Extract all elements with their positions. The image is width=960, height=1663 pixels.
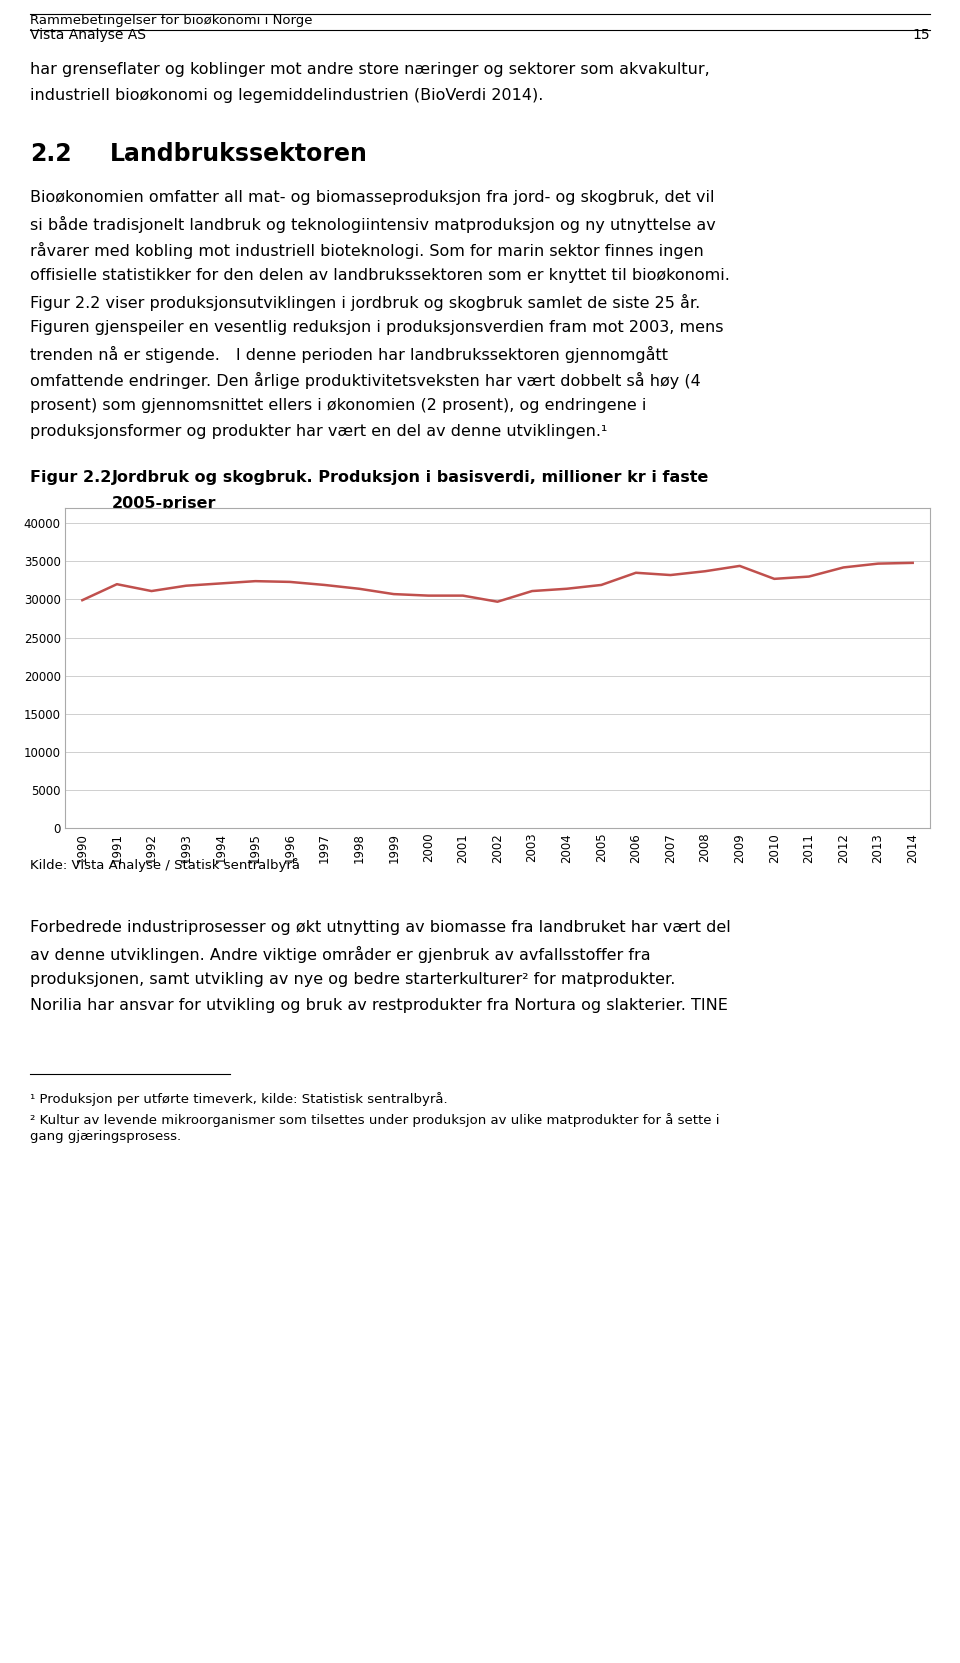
Text: Vista Analyse AS: Vista Analyse AS bbox=[30, 28, 146, 42]
Text: av denne utviklingen. Andre viktige områder er gjenbruk av avfallsstoffer fra: av denne utviklingen. Andre viktige områ… bbox=[30, 946, 651, 963]
Text: Figuren gjenspeiler en vesentlig reduksjon i produksjonsverdien fram mot 2003, m: Figuren gjenspeiler en vesentlig reduksj… bbox=[30, 319, 724, 334]
Text: Figur 2.2 viser produksjonsutviklingen i jordbruk og skogbruk samlet de siste 25: Figur 2.2 viser produksjonsutviklingen i… bbox=[30, 294, 700, 311]
Text: 15: 15 bbox=[912, 28, 930, 42]
Text: Norilia har ansvar for utvikling og bruk av restprodukter fra Nortura og slakter: Norilia har ansvar for utvikling og bruk… bbox=[30, 998, 728, 1013]
Text: 2.2: 2.2 bbox=[30, 141, 72, 166]
Text: prosent) som gjennomsnittet ellers i økonomien (2 prosent), og endringene i: prosent) som gjennomsnittet ellers i øko… bbox=[30, 397, 646, 412]
Text: Jordbruk og skogbruk. Produksjon i basisverdi, millioner kr i faste: Jordbruk og skogbruk. Produksjon i basis… bbox=[112, 471, 709, 486]
Text: industriell bioøkonomi og legemiddelindustrien (BioVerdi 2014).: industriell bioøkonomi og legemiddelindu… bbox=[30, 88, 543, 103]
Text: Figur 2.2: Figur 2.2 bbox=[30, 471, 111, 486]
Text: Forbedrede industriprosesser og økt utnytting av biomasse fra landbruket har vær: Forbedrede industriprosesser og økt utny… bbox=[30, 920, 731, 935]
Text: trenden nå er stigende. I denne perioden har landbrukssektoren gjennomgått: trenden nå er stigende. I denne perioden… bbox=[30, 346, 668, 363]
Text: produksjonsformer og produkter har vært en del av denne utviklingen.¹: produksjonsformer og produkter har vært … bbox=[30, 424, 608, 439]
Text: 2005-priser: 2005-priser bbox=[112, 496, 217, 511]
Text: offisielle statistikker for den delen av landbrukssektoren som er knyttet til bi: offisielle statistikker for den delen av… bbox=[30, 268, 730, 283]
Text: gang gjæringsprosess.: gang gjæringsprosess. bbox=[30, 1129, 181, 1142]
Text: produksjonen, samt utvikling av nye og bedre starterkulturer² for matprodukter.: produksjonen, samt utvikling av nye og b… bbox=[30, 971, 676, 988]
Text: ² Kultur av levende mikroorganismer som tilsettes under produksjon av ulike matp: ² Kultur av levende mikroorganismer som … bbox=[30, 1113, 719, 1128]
Text: omfattende endringer. Den årlige produktivitetsveksten har vært dobbelt så høy (: omfattende endringer. Den årlige produkt… bbox=[30, 373, 701, 389]
Text: Landbrukssektoren: Landbrukssektoren bbox=[110, 141, 368, 166]
Text: Rammebetingelser for bioøkonomi i Norge: Rammebetingelser for bioøkonomi i Norge bbox=[30, 13, 313, 27]
Text: si både tradisjonelt landbruk og teknologiintensiv matproduksjon og ny utnyttels: si både tradisjonelt landbruk og teknolo… bbox=[30, 216, 716, 233]
Text: ¹ Produksjon per utførte timeverk, kilde: Statistisk sentralbyrå.: ¹ Produksjon per utførte timeverk, kilde… bbox=[30, 1093, 447, 1106]
Text: Bioøkonomien omfatter all mat- og biomasseproduksjon fra jord- og skogbruk, det : Bioøkonomien omfatter all mat- og biomas… bbox=[30, 190, 714, 205]
Text: råvarer med kobling mot industriell bioteknologi. Som for marin sektor finnes in: råvarer med kobling mot industriell biot… bbox=[30, 243, 704, 259]
Text: Kilde: Vista Analyse / Statisk sentralbyrå: Kilde: Vista Analyse / Statisk sentralby… bbox=[30, 858, 300, 871]
Text: har grenseflater og koblinger mot andre store næringer og sektorer som akvakultu: har grenseflater og koblinger mot andre … bbox=[30, 62, 709, 76]
